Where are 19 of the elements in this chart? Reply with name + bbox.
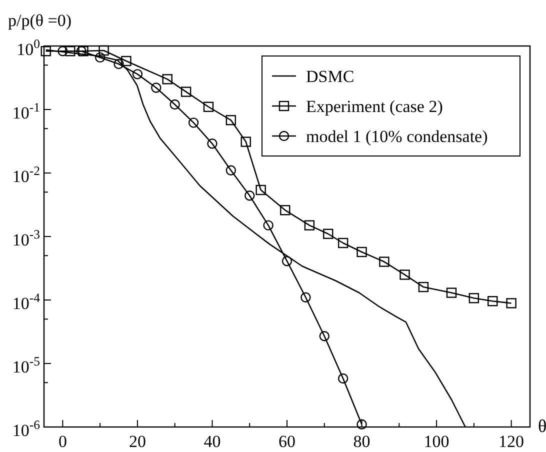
y-tick-label: 10$^{-3}$ [12,228,40,250]
x-tick-label: 100 [424,432,450,451]
x-tick-label: 40 [204,432,221,451]
x-tick-label: 80 [353,432,370,451]
y-tick-label: 10$^{-6}$ [12,418,40,440]
legend-label: Experiment (case 2) [306,97,443,116]
x-tick-label: 120 [498,432,524,451]
legend-label: model 1 (10% condensate) [306,127,488,146]
y-tick-label: 10$^{-4}$ [12,291,41,313]
x-axis-title: θ [538,416,546,436]
y-tick-label: 10$^{-2}$ [12,164,40,186]
x-tick-label: 60 [278,432,296,451]
y-tick-label: 10$^{-5}$ [12,354,40,376]
y-tick-label: 10$^{0}$ [16,37,40,59]
legend-label: DSMC [306,67,354,86]
y-tick-label: 10$^{-1}$ [12,100,40,122]
x-tick-label: 20 [128,432,146,451]
y-axis-title: p/p(θ =0) [8,11,72,30]
x-tick-label: 0 [58,432,67,451]
